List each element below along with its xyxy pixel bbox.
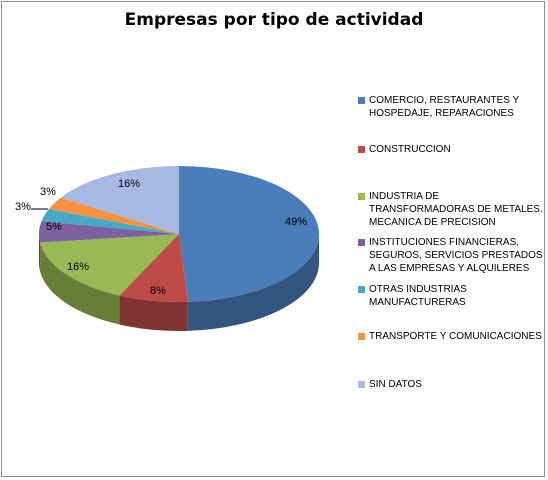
legend-swatch (358, 193, 365, 200)
legend-label: INSTITUCIONES FINANCIERAS, SEGUROS, SERV… (369, 237, 543, 274)
data-labels: 49% 8% 16% 5% 3% 3% 16% (15, 178, 307, 297)
pie-side-2 (119, 295, 188, 331)
legend-swatch (358, 381, 365, 388)
data-label-3: 16% (67, 261, 89, 273)
pie-side-4 (39, 234, 41, 272)
data-label-1: 49% (285, 216, 307, 228)
pie-slice-1 (179, 166, 320, 302)
legend-label: CONSTRUCCION (369, 144, 451, 155)
chart-title: Empresas por tipo de actividad (124, 10, 424, 30)
data-label-2: 8% (150, 285, 166, 297)
legend-swatch (358, 286, 365, 293)
legend-label: INDUSTRIA DE TRANSFORMADORAS DE METALES.… (369, 191, 543, 228)
legend-label: OTRAS INDUSTRIAS MANUFACTURERAS (369, 284, 467, 308)
data-label-5: 3% (15, 201, 31, 213)
legend-swatch (358, 97, 365, 104)
pie-slice-2 (119, 234, 188, 302)
pie-sides (39, 234, 319, 331)
legend-swatch (358, 146, 365, 153)
pie-side-3 (40, 242, 120, 325)
legend-label: TRANSPORTE Y COMUNICACIONES (369, 331, 542, 342)
pie-slice-4 (38, 221, 179, 243)
data-label-6: 3% (40, 186, 56, 198)
pie-slice-7 (60, 166, 179, 234)
legend-swatch (358, 239, 365, 246)
pie-slice-6 (48, 197, 179, 234)
legend-label: COMERCIO, RESTAURANTES Y HOSPEDAJE, REPA… (369, 95, 520, 119)
data-label-7: 16% (118, 178, 140, 190)
legend-label: SIN DATOS (369, 379, 422, 390)
pie-side-1 (187, 234, 319, 331)
legend-swatch (358, 333, 365, 340)
pie-slice-3 (40, 234, 179, 296)
pie-tops (38, 166, 320, 302)
pie-slice-5 (41, 208, 180, 234)
data-label-4: 5% (46, 221, 62, 233)
